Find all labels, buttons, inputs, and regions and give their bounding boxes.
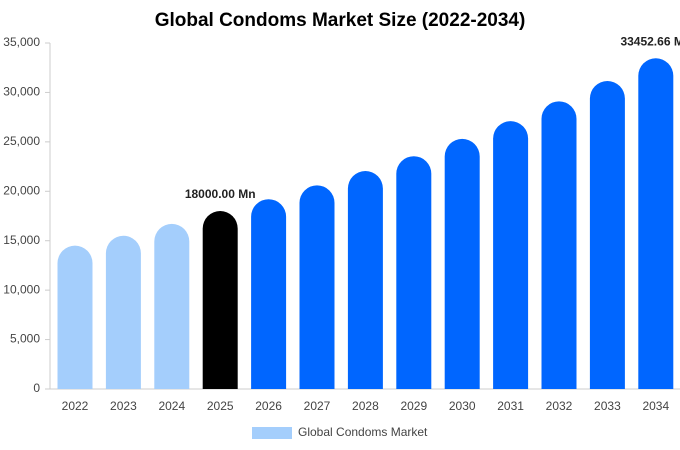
x-tick-label: 2022 [62, 399, 89, 413]
chart-title: Global Condoms Market Size (2022-2034) [155, 10, 526, 31]
bar [105, 235, 141, 389]
y-tick-label: 35,000 [3, 35, 40, 49]
legend-swatch [252, 427, 292, 439]
x-tick-label: 2030 [449, 399, 476, 413]
y-tick-label: 10,000 [3, 282, 40, 296]
value-label: 33452.66 Mn [620, 34, 680, 48]
x-tick-label: 2028 [352, 399, 379, 413]
x-tick-label: 2023 [110, 399, 137, 413]
x-tick-label: 2029 [400, 399, 427, 413]
y-tick-label: 25,000 [3, 134, 40, 148]
x-tick-label: 2031 [497, 399, 524, 413]
y-tick-label: 5,000 [10, 332, 40, 346]
x-tick-label: 2034 [642, 399, 669, 413]
legend-label: Global Condoms Market [298, 425, 428, 439]
x-tick-label: 2032 [546, 399, 573, 413]
bar [396, 156, 432, 389]
x-tick-label: 2024 [158, 399, 185, 413]
bar [57, 245, 93, 389]
bar [202, 211, 238, 389]
bar [251, 199, 287, 389]
x-tick-label: 2027 [304, 399, 331, 413]
bar [541, 101, 577, 389]
x-tick-label: 2025 [207, 399, 234, 413]
y-tick-label: 20,000 [3, 183, 40, 197]
bar [493, 121, 529, 389]
value-label: 18000.00 Mn [185, 187, 256, 201]
x-tick-label: 2033 [594, 399, 621, 413]
y-tick-label: 0 [33, 381, 40, 395]
bar [589, 81, 625, 389]
bar [154, 223, 190, 389]
y-tick-label: 15,000 [3, 233, 40, 247]
bar [299, 185, 335, 389]
bar [638, 58, 674, 389]
x-tick-label: 2026 [255, 399, 282, 413]
bar [444, 138, 480, 389]
y-tick-label: 30,000 [3, 85, 40, 99]
bar [347, 171, 383, 389]
